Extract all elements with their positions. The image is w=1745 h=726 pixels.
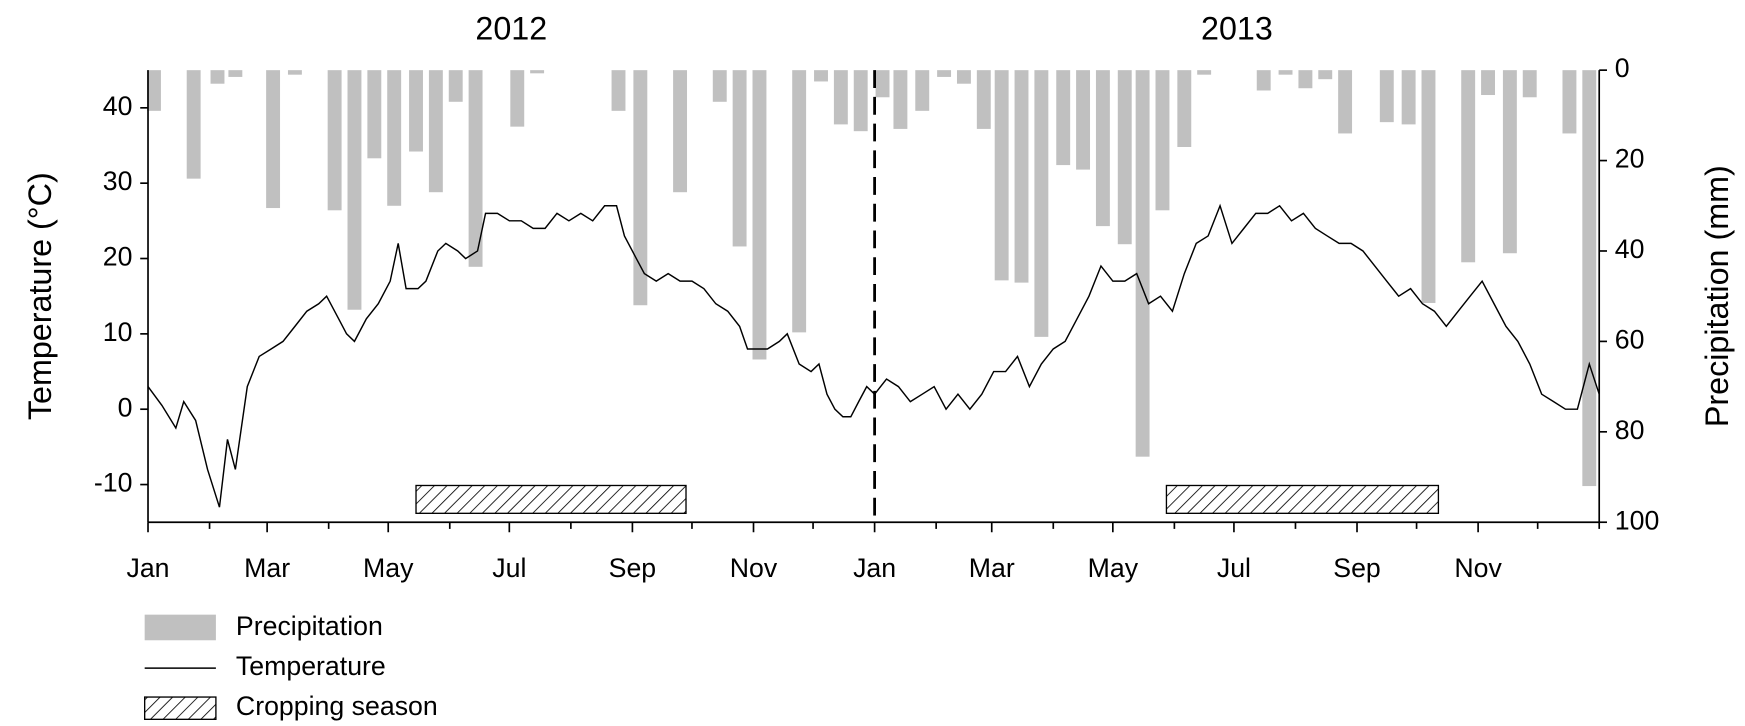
precipitation-bar xyxy=(875,70,890,98)
precipitation-bar xyxy=(1014,70,1029,283)
x-tick-label: Jan xyxy=(126,553,169,583)
y-tick-label: 30 xyxy=(103,166,133,196)
precipitation-bar xyxy=(1298,70,1313,89)
precipitation-bar xyxy=(1135,70,1150,457)
precipitation-bar xyxy=(1155,70,1170,211)
year-label: 2012 xyxy=(475,11,547,47)
legend-label: Precipitation xyxy=(236,611,383,641)
precipitation-bar xyxy=(448,70,463,102)
y2-tick-label: 100 xyxy=(1615,505,1660,535)
precipitation-bar xyxy=(1117,70,1132,245)
precipitation-bar xyxy=(510,70,525,127)
precipitation-bar xyxy=(1034,70,1049,337)
precipitation-bar xyxy=(1256,70,1271,91)
precipitation-bar xyxy=(853,70,868,132)
year-label: 2013 xyxy=(1201,11,1273,47)
precipitation-bar xyxy=(468,70,483,267)
precipitation-bar xyxy=(633,70,648,306)
precipitation-bar xyxy=(1502,70,1517,254)
precipitation-bar xyxy=(1401,70,1416,125)
precipitation-bar xyxy=(1421,70,1436,303)
precipitation-bar xyxy=(428,70,443,193)
precipitation-bar xyxy=(210,70,225,84)
precipitation-bar xyxy=(1461,70,1476,263)
x-tick-label: Nov xyxy=(730,553,778,583)
precipitation-bar xyxy=(1318,70,1333,80)
precipitation-bar xyxy=(976,70,991,129)
precipitation-bar xyxy=(367,70,382,159)
x-tick-label: Jan xyxy=(853,553,896,583)
x-tick-label: Sep xyxy=(609,553,657,583)
cropping-season-bar xyxy=(415,484,687,514)
y-axis-label: Temperature (°C) xyxy=(22,172,58,420)
cropping-season-bar xyxy=(1165,484,1440,514)
precipitation-bar xyxy=(1522,70,1537,98)
precipitation-bar xyxy=(228,70,243,77)
precipitation-bar xyxy=(287,70,302,75)
precipitation-bar xyxy=(1481,70,1495,96)
precipitation-bar xyxy=(833,70,848,125)
y2-tick-label: 20 xyxy=(1615,144,1645,174)
y-tick-label: 10 xyxy=(103,317,133,347)
precipitation-bar xyxy=(1197,70,1212,75)
precipitation-bar xyxy=(611,70,626,111)
x-tick-label: Sep xyxy=(1333,553,1381,583)
precipitation-bar xyxy=(1582,70,1597,487)
precipitation-bar xyxy=(893,70,908,129)
precipitation-bar xyxy=(387,70,402,206)
temperature-line xyxy=(147,203,1600,508)
precipitation-bar xyxy=(1278,70,1293,75)
precipitation-bar xyxy=(752,70,767,360)
precipitation-bar xyxy=(186,70,201,179)
y2-tick-label: 60 xyxy=(1615,324,1645,354)
precipitation-bar xyxy=(1379,70,1394,123)
legend-label: Temperature xyxy=(236,651,386,681)
precipitation-bar xyxy=(266,70,281,209)
legend-swatch xyxy=(144,696,217,720)
precipitation-bar xyxy=(994,70,1009,281)
x-tick-label: May xyxy=(363,553,414,583)
precipitation-bar xyxy=(347,70,362,310)
precipitation-bar xyxy=(1562,70,1577,134)
precipitation-bar xyxy=(327,70,342,211)
x-tick-label: Jul xyxy=(1217,553,1251,583)
legend-swatch xyxy=(144,614,216,641)
precipitation-bar xyxy=(673,70,688,193)
x-tick-label: Mar xyxy=(969,553,1015,583)
precipitation-bar xyxy=(792,70,807,333)
precipitation-bar xyxy=(147,70,161,111)
y-tick-label: -10 xyxy=(94,468,133,498)
y-tick-label: 20 xyxy=(103,242,133,272)
precipitation-bar xyxy=(1056,70,1071,166)
y2-axis-label: Precipitation (mm) xyxy=(1699,165,1735,427)
precipitation-bar xyxy=(732,70,747,247)
precipitation-bar xyxy=(1338,70,1353,134)
y2-tick-label: 40 xyxy=(1615,234,1645,264)
y2-tick-label: 0 xyxy=(1615,53,1630,83)
x-tick-label: Mar xyxy=(244,553,290,583)
x-tick-label: Jul xyxy=(492,553,526,583)
precipitation-bar xyxy=(937,70,952,77)
x-tick-label: May xyxy=(1088,553,1139,583)
legend-label: Cropping season xyxy=(236,691,438,721)
precipitation-bar xyxy=(409,70,423,152)
precipitation-bar xyxy=(1095,70,1110,227)
precipitation-bar xyxy=(915,70,930,111)
y-tick-label: 0 xyxy=(118,392,133,422)
y-tick-label: 40 xyxy=(103,91,133,121)
precipitation-bar xyxy=(814,70,828,82)
precipitation-bar xyxy=(956,70,971,84)
x-tick-label: Nov xyxy=(1454,553,1502,583)
precipitation-bar xyxy=(712,70,727,102)
precipitation-bar xyxy=(530,70,545,74)
y2-tick-label: 80 xyxy=(1615,415,1645,445)
precipitation-bar xyxy=(1076,70,1091,170)
precipitation-bar xyxy=(1177,70,1192,148)
